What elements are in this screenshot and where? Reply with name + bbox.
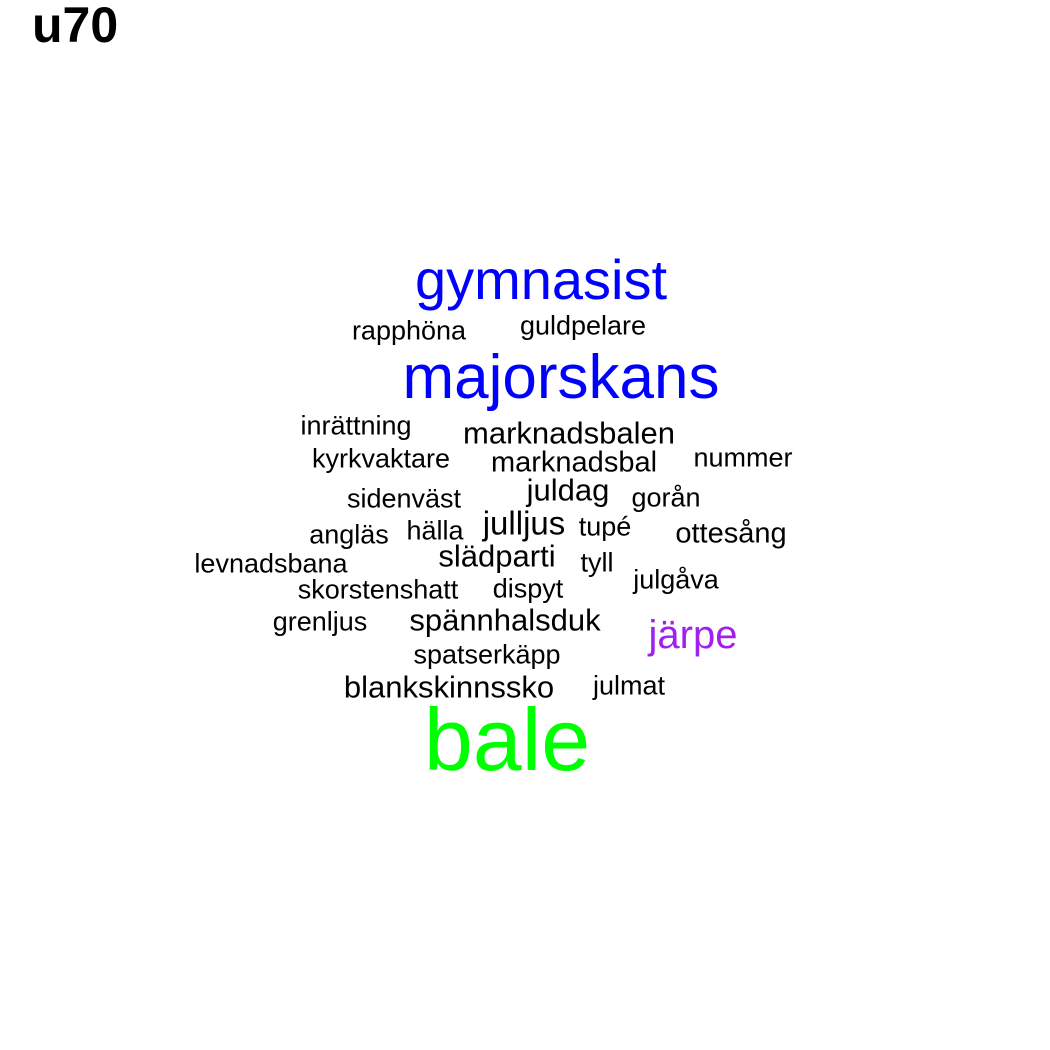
word-inrattning: inrättning	[300, 410, 412, 441]
word-rapphona: rapphöna	[351, 315, 467, 346]
word-grenljus: grenljus	[272, 606, 368, 637]
word-kyrkvaktare: kyrkvaktare	[311, 443, 451, 474]
word-majorskans: majorskans	[402, 343, 720, 412]
word-goran: gorån	[631, 482, 701, 513]
word-skorstenshatt: skorstenshatt	[297, 574, 459, 605]
word-halla: hälla	[406, 515, 464, 546]
word-blankskinnssko: blankskinnssko	[343, 669, 555, 705]
word-spatserkapp: spatserkäpp	[413, 639, 561, 670]
word-bale: bale	[423, 690, 591, 789]
word-gymnasist: gymnasist	[414, 248, 668, 311]
word-dispyt: dispyt	[492, 573, 564, 604]
word-anglas: angläs	[309, 519, 389, 550]
word-tyll: tyll	[580, 547, 614, 578]
word-marknadsbalen: marknadsbalen	[463, 415, 675, 451]
word-julljus: julljus	[482, 504, 566, 542]
word-ottesang: ottesång	[675, 517, 787, 550]
word-julmat: julmat	[592, 670, 666, 701]
page-title: u70	[32, 0, 119, 53]
word-juldag: juldag	[526, 472, 610, 508]
word-nummer: nummer	[693, 442, 793, 473]
word-sladparti: slädparti	[438, 538, 556, 574]
word-guldpelare: guldpelare	[519, 310, 647, 341]
word-sidenvast: sidenväst	[346, 483, 462, 514]
word-jarpe: järpe	[648, 613, 738, 657]
word-marknadsbal: marknadsbal	[490, 446, 658, 479]
word-julgava: julgåva	[633, 564, 719, 595]
word-levnadsbana: levnadsbana	[194, 548, 348, 579]
word-tupe: tupé	[578, 511, 632, 542]
word-spannhalsduk: spännhalsduk	[409, 602, 601, 638]
